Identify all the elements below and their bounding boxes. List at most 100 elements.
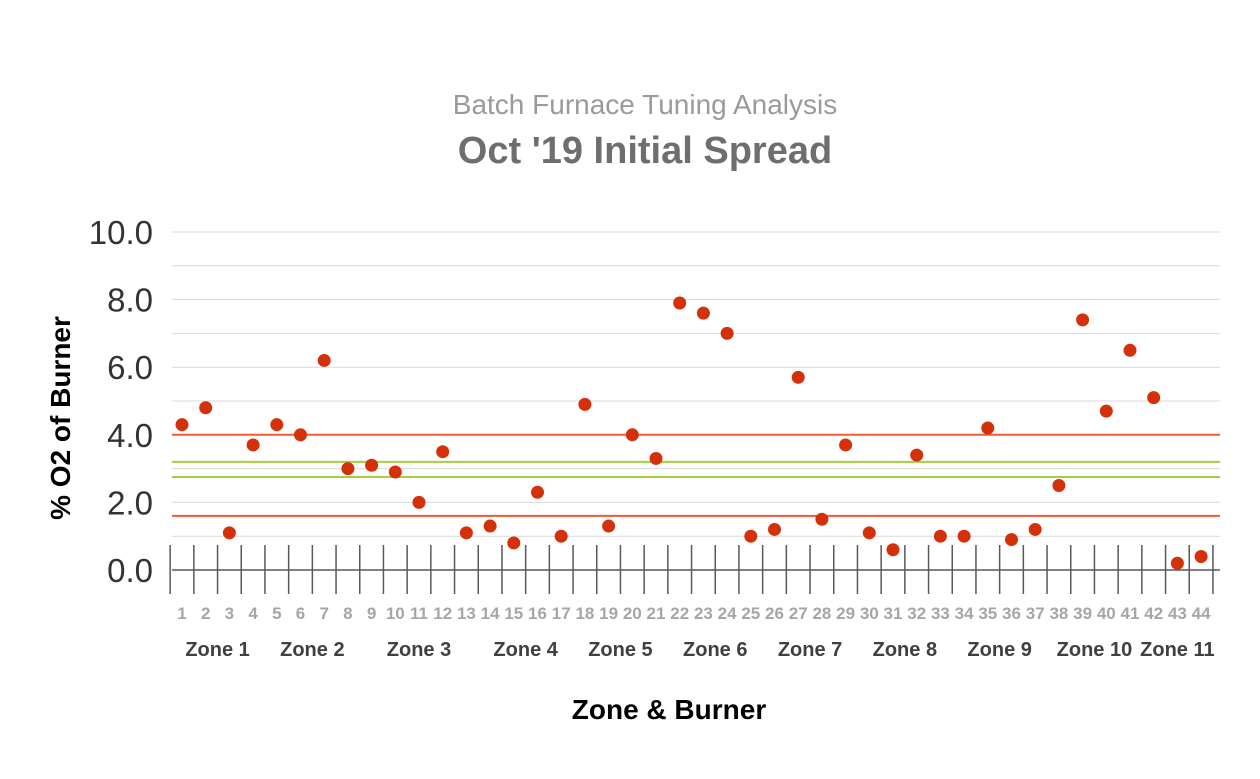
x-tick-label: 23	[694, 604, 713, 623]
y-axis-ticks: 0.0 2.0 4.0 6.0 8.0 10.0	[89, 214, 153, 589]
data-point	[981, 421, 995, 435]
x-tick-label: 10	[386, 604, 405, 623]
data-point	[602, 519, 616, 533]
data-point	[175, 418, 189, 432]
x-tick-label: 22	[670, 604, 689, 623]
reference-lines	[172, 433, 1220, 517]
x-tick-label: 9	[367, 604, 376, 623]
x-tick-label: 32	[907, 604, 926, 623]
x-tick-label: 35	[978, 604, 997, 623]
data-point	[1147, 391, 1161, 405]
x-tick-label: 42	[1144, 604, 1163, 623]
y-tick-label: 6.0	[107, 349, 153, 386]
data-point	[270, 418, 284, 432]
data-point	[412, 495, 426, 509]
data-point	[768, 522, 781, 536]
data-point	[910, 448, 924, 462]
data-point	[839, 438, 853, 452]
x-tick-label: 38	[1049, 604, 1068, 623]
data-point	[222, 526, 236, 540]
data-point	[507, 536, 521, 550]
y-tick-label: 2.0	[107, 484, 153, 521]
zone-label: Zone 11	[1140, 639, 1214, 661]
x-tick-label: 1	[177, 604, 186, 623]
x-tick-label: 6	[296, 604, 305, 623]
data-point	[625, 428, 639, 442]
x-axis-label: Zone & Burner	[572, 694, 767, 725]
data-points	[175, 296, 1208, 570]
data-point	[957, 529, 971, 543]
data-point	[294, 428, 307, 442]
data-point	[199, 401, 213, 415]
data-point	[246, 438, 260, 452]
x-tick-label: 4	[248, 604, 258, 623]
data-point	[1123, 343, 1137, 357]
zone-label: Zone 8	[873, 639, 937, 661]
data-point	[578, 397, 592, 411]
x-tick-label: 24	[718, 604, 737, 623]
x-tick-label: 20	[623, 604, 642, 623]
x-tick-label: 14	[481, 604, 500, 623]
x-tick-label: 43	[1168, 604, 1187, 623]
data-point	[696, 306, 710, 320]
x-tick-label: 2	[201, 604, 210, 623]
x-tick-label: 25	[741, 604, 760, 623]
x-tick-label: 8	[343, 604, 352, 623]
zone-label: Zone 3	[387, 639, 451, 661]
chart-subtitle: Batch Furnace Tuning Analysis	[453, 89, 837, 120]
data-point	[886, 543, 900, 557]
data-point	[459, 526, 473, 540]
zone-label: Zone 5	[588, 639, 652, 661]
chart-title: Oct '19 Initial Spread	[458, 130, 832, 172]
x-tick-label: 12	[433, 604, 452, 623]
x-tick-label: 21	[647, 604, 666, 623]
zone-label: Zone 6	[683, 639, 747, 661]
zone-label: Zone 7	[778, 639, 842, 661]
x-tick-label: 40	[1097, 604, 1116, 623]
x-tick-label: 18	[575, 604, 594, 623]
data-point	[791, 370, 805, 384]
y-tick-label: 8.0	[107, 282, 153, 319]
x-tick-label: 27	[789, 604, 808, 623]
x-tick-label: 5	[272, 604, 281, 623]
data-point	[341, 462, 355, 476]
zone-label: Zone 1	[185, 639, 249, 661]
x-axis	[169, 545, 1220, 594]
x-tick-label: 19	[599, 604, 618, 623]
x-tick-label: 15	[504, 604, 523, 623]
data-point	[673, 296, 687, 310]
x-tick-label: 44	[1192, 604, 1211, 623]
data-point	[1194, 549, 1208, 563]
zone-label: Zone 10	[1057, 639, 1133, 661]
x-tick-label: 30	[860, 604, 879, 623]
x-tick-label: 39	[1073, 604, 1092, 623]
data-point	[1076, 313, 1090, 327]
y-tick-label: 4.0	[107, 417, 153, 454]
data-point	[365, 458, 379, 472]
x-axis-ticks: 1 2 3 4 5 6 7 8 9 10 11 12 13 14 15 16 17 18 19 20 21 22 23 24 2…	[177, 604, 1211, 623]
data-point	[554, 529, 568, 543]
x-tick-label: 13	[457, 604, 476, 623]
data-point	[862, 526, 876, 540]
data-point	[388, 465, 402, 479]
data-point	[436, 445, 450, 459]
zone-label: Zone 9	[967, 639, 1031, 661]
x-tick-label: 34	[955, 604, 974, 623]
x-tick-label: 41	[1121, 604, 1140, 623]
x-tick-label: 37	[1026, 604, 1045, 623]
y-tick-label: 0.0	[107, 552, 153, 589]
data-point	[531, 485, 544, 499]
x-tick-label: 31	[884, 604, 903, 623]
zone-labels: Zone 1 Zone 2 Zone 3 Zone 4 Zone 5 Zone 6 Zone…	[185, 639, 1214, 661]
data-point	[744, 529, 758, 543]
data-point	[1005, 533, 1018, 547]
data-point	[1028, 522, 1042, 536]
x-tick-label: 17	[552, 604, 571, 623]
data-point	[720, 326, 734, 340]
zone-label: Zone 4	[493, 639, 558, 661]
data-point	[933, 529, 947, 543]
x-tick-label: 7	[319, 604, 328, 623]
x-tick-label: 33	[931, 604, 950, 623]
x-tick-label: 36	[1002, 604, 1021, 623]
